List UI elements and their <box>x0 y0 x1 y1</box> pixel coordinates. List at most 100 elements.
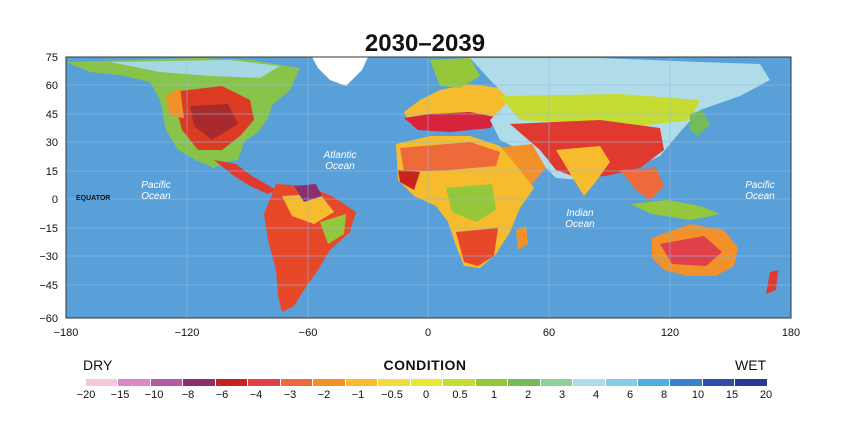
ocean-label-indian-line2: Ocean <box>565 219 595 230</box>
legend-color-swatch <box>183 379 215 386</box>
legend-tick-label: 20 <box>759 389 773 401</box>
legend-tick-label: −10 <box>144 389 164 401</box>
land-north-america-dry-core <box>190 104 238 140</box>
legend-dry-label: DRY <box>83 357 113 373</box>
map-border <box>65 56 792 319</box>
x-axis: −180 −120 −60 0 60 120 180 <box>54 327 801 339</box>
legend-tick-label: −8 <box>181 389 195 401</box>
legend-tick-labels: −20 −15 −10 −8 −6 −4 −3 −2 −1 −0.5 0 0.5 1 2 3 4 6 8 10 15 2… <box>66 389 786 405</box>
land-greenland <box>312 57 368 86</box>
legend-tick-label: −20 <box>76 389 96 401</box>
land-asia-steppe <box>500 94 700 126</box>
ocean-label-pacific-east: Pacific <box>745 180 774 191</box>
legend-color-swatch <box>540 379 573 386</box>
x-tick-label: −180 <box>54 327 79 339</box>
y-tick-label: −45 <box>39 280 58 292</box>
legend-color-swatch <box>118 379 150 386</box>
land-japan <box>690 110 710 136</box>
map-title: 2030–2039 <box>364 30 486 57</box>
x-tick-label: 0 <box>425 327 431 339</box>
y-tick-label: 30 <box>46 137 58 149</box>
graticule <box>66 57 791 318</box>
x-tick-label: 120 <box>661 327 679 339</box>
legend-color-swatch <box>345 379 378 386</box>
y-axis: 75 60 45 30 15 0 −15 −30 −45 −60 <box>39 52 58 325</box>
legend-color-swatch <box>215 379 248 386</box>
legend-tick-label: 2 <box>524 389 532 401</box>
legend-color-swatch <box>410 379 443 386</box>
legend-tick-label: 0 <box>422 389 430 401</box>
legend-tick-label: −4 <box>249 389 263 401</box>
ocean-label-pacific-east-line2: Ocean <box>745 191 775 202</box>
x-tick-label: 180 <box>782 327 800 339</box>
y-tick-label: −15 <box>39 223 58 235</box>
legend-color-swatch <box>508 379 540 386</box>
land-indonesia <box>630 200 720 220</box>
land-new-zealand <box>766 270 778 294</box>
land-north-america-tundra <box>110 60 280 78</box>
legend-tick-label: 6 <box>626 389 634 401</box>
land-africa-sahara <box>400 142 500 172</box>
x-tick-label: −120 <box>175 327 200 339</box>
legend-wet-label: WET <box>735 357 767 373</box>
legend-tick-label: −15 <box>110 389 130 401</box>
legend-tick-label: −6 <box>215 389 229 401</box>
legend-color-swatch <box>573 379 605 386</box>
legend-color-swatch <box>443 379 475 386</box>
land-arabia <box>496 144 546 186</box>
legend-tick-label: −0.5 <box>381 389 403 401</box>
legend-color-bar <box>86 379 768 386</box>
land-southeast-asia <box>620 168 664 200</box>
legend-color-swatch <box>475 379 508 386</box>
legend-color-swatch <box>313 379 345 386</box>
y-tick-label: 0 <box>52 194 58 206</box>
land-africa-west <box>398 170 420 190</box>
y-tick-label: 15 <box>46 166 58 178</box>
legend-tick-label: −2 <box>317 389 331 401</box>
legend-color-swatch <box>378 379 410 386</box>
land-africa-south <box>456 228 498 266</box>
land-central-america <box>214 160 276 194</box>
land-australia-dry <box>660 236 722 266</box>
legend-color-swatch <box>150 379 183 386</box>
land-south-america <box>264 184 356 312</box>
land-africa-central <box>446 184 496 222</box>
y-tick-label: 45 <box>46 109 58 121</box>
legend-tick-label: 1 <box>490 389 498 401</box>
ocean-label-indian: Indian <box>566 208 594 219</box>
legend-color-swatch <box>637 379 670 386</box>
land-masses <box>66 57 778 312</box>
legend-color-swatch <box>735 379 767 386</box>
legend-color-swatch <box>280 379 313 386</box>
x-tick-label: 60 <box>543 327 555 339</box>
y-tick-label: −60 <box>39 313 58 325</box>
legend-tick-label: −1 <box>351 389 365 401</box>
y-tick-label: 75 <box>46 52 58 64</box>
land-scandinavia <box>430 58 480 88</box>
legend-color-swatch <box>702 379 735 386</box>
legend-tick-label: 3 <box>558 389 566 401</box>
legend-color-swatch <box>670 379 702 386</box>
legend-tick-label: 15 <box>725 389 739 401</box>
x-tick-label: −60 <box>299 327 318 339</box>
ocean-label-atlantic: Atlantic <box>323 150 357 161</box>
y-tick-label: −30 <box>39 251 58 263</box>
legend-color-swatch <box>248 379 280 386</box>
legend-color-swatch <box>605 379 637 386</box>
legend-tick-label: 4 <box>592 389 600 401</box>
legend-tick-label: −3 <box>283 389 297 401</box>
equator-label: EQUATOR <box>76 195 110 202</box>
land-madagascar <box>516 226 528 250</box>
ocean-label-pacific-west-line2: Ocean <box>141 191 171 202</box>
legend-tick-label: 10 <box>691 389 705 401</box>
land-south-america-wet <box>320 214 346 244</box>
y-tick-label: 60 <box>46 80 58 92</box>
legend-color-swatch <box>86 379 118 386</box>
ocean-label-pacific-west: Pacific <box>141 180 170 191</box>
legend-tick-label: 8 <box>660 389 668 401</box>
land-north-america-west <box>166 88 184 118</box>
legend-tick-label: 0.5 <box>452 389 468 401</box>
legend-title: CONDITION <box>383 357 467 373</box>
ocean-label-atlantic-line2: Ocean <box>325 161 355 172</box>
